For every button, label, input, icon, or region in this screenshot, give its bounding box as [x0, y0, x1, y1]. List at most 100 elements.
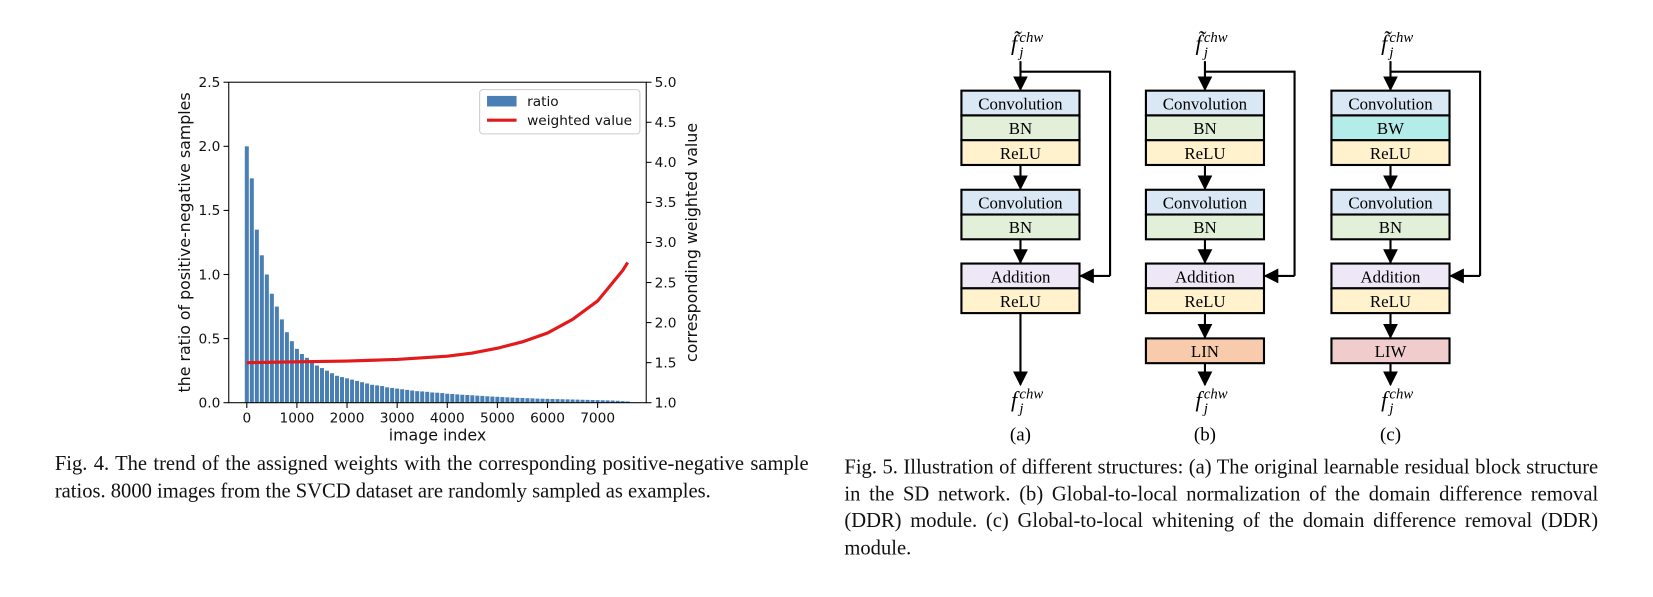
bar: [365, 383, 370, 403]
bar: [570, 399, 575, 403]
bar: [329, 373, 335, 403]
block: [1330, 89, 1451, 117]
bar: [254, 229, 259, 403]
x-tick-label: 3000: [380, 411, 415, 427]
bar: [575, 399, 580, 403]
bar: [299, 353, 304, 403]
bar: [520, 397, 525, 403]
bar: [355, 380, 360, 403]
block-label: BW: [1377, 119, 1404, 138]
symbol-sub: j: [1202, 401, 1208, 417]
bar: [425, 391, 430, 403]
x-tick-label: 2000: [330, 411, 365, 427]
bar: [625, 401, 630, 403]
bar: [460, 394, 465, 403]
bar: [430, 392, 435, 403]
legend-swatch: [487, 95, 517, 107]
bar: [540, 398, 545, 403]
y2-tick-label: 3.0: [655, 235, 677, 251]
block-label: Convolution: [1163, 193, 1248, 212]
symbol: f: [1196, 387, 1205, 412]
line: [246, 261, 630, 365]
block-label: LIN: [1191, 342, 1219, 361]
x-tick-label: 5000: [480, 411, 515, 427]
fig5-caption: Fig. 5. Illustration of different struct…: [844, 456, 1599, 560]
bar: [335, 375, 340, 403]
block-label: Convolution: [978, 193, 1063, 212]
bar: [345, 378, 350, 403]
symbol-sub: j: [1017, 45, 1023, 61]
block-label: Convolution: [978, 94, 1063, 113]
legend-label: weighted value: [527, 113, 632, 129]
block-label: ReLU: [1000, 292, 1041, 311]
block: [960, 139, 1081, 167]
symbol-sup: chw: [1204, 30, 1228, 46]
block-label: Convolution: [1163, 94, 1248, 113]
bar: [580, 399, 585, 403]
bar: [264, 274, 269, 403]
legend-label: ratio: [527, 94, 559, 110]
column-label: (b): [1194, 425, 1216, 446]
skip-connection: [1390, 70, 1482, 276]
block-label: ReLU: [1370, 144, 1411, 163]
symbol: f̃: [1011, 29, 1022, 56]
bar: [600, 400, 605, 403]
bar: [269, 293, 274, 403]
x-tick-label: 6000: [530, 411, 565, 427]
symbol: f̃: [1381, 29, 1392, 56]
bar: [410, 390, 415, 403]
bar: [455, 394, 460, 403]
block: [1330, 188, 1451, 216]
block: [1144, 139, 1266, 167]
bar: [375, 385, 380, 403]
symbol-sub: j: [1387, 45, 1393, 61]
bar: [390, 387, 395, 403]
symbol: f̃: [1196, 29, 1207, 56]
block: [1330, 213, 1451, 241]
column-label: (c): [1380, 425, 1401, 446]
symbol: f: [1011, 387, 1020, 412]
bar: [274, 306, 279, 403]
bar: [380, 386, 385, 403]
bar: [415, 391, 420, 403]
y-axis-label: the ratio of positive-negative samples: [175, 92, 194, 392]
block-label: ReLU: [1370, 292, 1411, 311]
block: [1144, 188, 1266, 216]
bar: [495, 396, 500, 403]
fig4-caption: Fig. 4. The trend of the assigned weight…: [54, 453, 809, 503]
bar: [480, 395, 485, 403]
y2-tick-label: 4.0: [655, 155, 677, 171]
bar: [244, 146, 249, 403]
bar: [620, 401, 625, 403]
block-label: Convolution: [1348, 94, 1433, 113]
bar: [605, 400, 610, 403]
skip-connection: [1020, 70, 1112, 276]
symbol-sup: chw: [1019, 386, 1043, 402]
bar: [615, 400, 620, 403]
block: [1144, 287, 1266, 315]
bar: [555, 399, 560, 403]
bar: [435, 392, 440, 403]
bar: [450, 393, 455, 403]
bar: [324, 370, 329, 403]
bar: [485, 396, 490, 403]
bar: [405, 389, 410, 403]
bar: [565, 399, 570, 403]
y2-tick-label: 4.5: [655, 115, 677, 131]
block-label: BN: [1193, 218, 1216, 237]
symbol-sub: j: [1202, 45, 1208, 61]
bar: [249, 178, 254, 403]
bar: [395, 388, 400, 403]
block-label: Addition: [1175, 267, 1236, 286]
bar: [289, 341, 294, 403]
x-tick-label: 7000: [580, 411, 615, 427]
bar: [510, 397, 515, 403]
bar: [440, 393, 445, 403]
y-tick-label: 1.5: [199, 203, 221, 219]
symbol: f: [1381, 387, 1390, 412]
block: [1144, 337, 1266, 365]
bar: [545, 398, 550, 403]
block-label: ReLU: [1184, 292, 1225, 311]
